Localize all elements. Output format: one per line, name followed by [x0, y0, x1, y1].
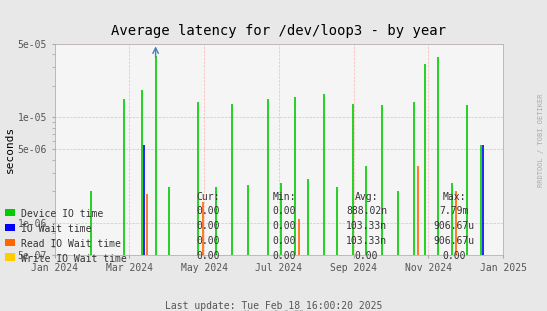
Text: 0.00: 0.00	[196, 236, 219, 246]
Text: 103.33n: 103.33n	[346, 236, 387, 246]
Text: Write IO Wait time: Write IO Wait time	[21, 254, 126, 264]
Text: Max:: Max:	[443, 192, 465, 202]
Text: Munin 2.0.75: Munin 2.0.75	[243, 310, 304, 311]
Text: 103.33n: 103.33n	[346, 221, 387, 231]
Text: 906.67u: 906.67u	[433, 236, 475, 246]
Text: 0.00: 0.00	[443, 251, 465, 261]
Text: 888.02n: 888.02n	[346, 206, 387, 216]
Text: 0.00: 0.00	[355, 251, 378, 261]
Text: 0.00: 0.00	[273, 206, 296, 216]
Text: 906.67u: 906.67u	[433, 221, 475, 231]
Text: RRDTOOL / TOBI OETIKER: RRDTOOL / TOBI OETIKER	[538, 93, 544, 187]
Y-axis label: seconds: seconds	[5, 126, 15, 173]
Text: Avg:: Avg:	[355, 192, 378, 202]
Text: Cur:: Cur:	[196, 192, 219, 202]
Text: 0.00: 0.00	[273, 251, 296, 261]
Title: Average latency for /dev/loop3 - by year: Average latency for /dev/loop3 - by year	[112, 24, 446, 38]
Text: Last update: Tue Feb 18 16:00:20 2025: Last update: Tue Feb 18 16:00:20 2025	[165, 301, 382, 311]
Text: IO Wait time: IO Wait time	[21, 224, 91, 234]
Text: 0.00: 0.00	[196, 221, 219, 231]
Text: 0.00: 0.00	[273, 221, 296, 231]
Text: Device IO time: Device IO time	[21, 209, 103, 219]
Text: 0.00: 0.00	[273, 236, 296, 246]
Text: Min:: Min:	[273, 192, 296, 202]
Text: 0.00: 0.00	[196, 251, 219, 261]
Text: 7.79m: 7.79m	[439, 206, 469, 216]
Text: 0.00: 0.00	[196, 206, 219, 216]
Text: Read IO Wait time: Read IO Wait time	[21, 239, 121, 249]
